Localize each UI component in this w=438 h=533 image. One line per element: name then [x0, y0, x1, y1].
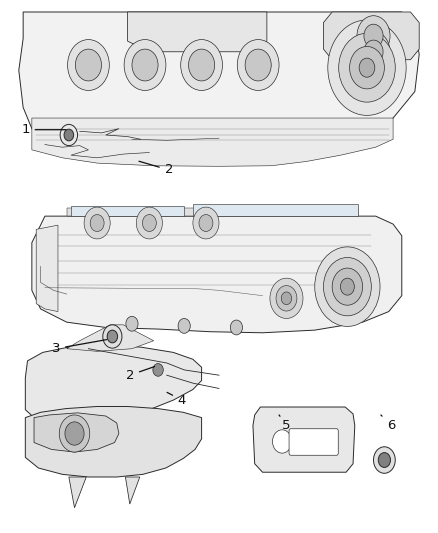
Polygon shape — [323, 12, 419, 60]
Circle shape — [281, 292, 292, 305]
Text: 1: 1 — [21, 123, 66, 136]
Polygon shape — [125, 477, 140, 504]
Circle shape — [340, 278, 354, 295]
Circle shape — [67, 39, 110, 91]
Circle shape — [378, 453, 391, 467]
Circle shape — [65, 422, 84, 445]
Circle shape — [103, 325, 122, 348]
Text: 2: 2 — [126, 367, 155, 382]
Circle shape — [230, 320, 243, 335]
Text: 3: 3 — [52, 340, 106, 355]
Circle shape — [245, 49, 271, 81]
Circle shape — [108, 330, 117, 342]
Polygon shape — [253, 407, 355, 472]
Circle shape — [153, 364, 163, 376]
Polygon shape — [193, 204, 358, 216]
Polygon shape — [69, 477, 86, 508]
Circle shape — [90, 215, 104, 231]
Circle shape — [270, 278, 303, 318]
Circle shape — [107, 330, 117, 343]
Circle shape — [339, 33, 395, 102]
Circle shape — [104, 326, 121, 347]
Circle shape — [132, 49, 158, 81]
Circle shape — [178, 318, 190, 333]
Circle shape — [276, 286, 297, 311]
Circle shape — [64, 129, 74, 141]
Circle shape — [350, 46, 385, 89]
Polygon shape — [36, 225, 58, 312]
Circle shape — [374, 447, 395, 473]
Circle shape — [328, 20, 406, 115]
Circle shape — [357, 15, 390, 56]
Polygon shape — [71, 206, 184, 216]
Polygon shape — [32, 216, 402, 333]
Polygon shape — [25, 345, 201, 425]
Circle shape — [199, 215, 213, 231]
Circle shape — [272, 430, 292, 453]
Polygon shape — [67, 325, 154, 351]
Circle shape — [323, 257, 371, 316]
Polygon shape — [19, 12, 419, 160]
Circle shape — [124, 39, 166, 91]
Polygon shape — [67, 208, 358, 216]
FancyBboxPatch shape — [289, 429, 338, 455]
Circle shape — [357, 31, 390, 72]
Circle shape — [136, 207, 162, 239]
Polygon shape — [25, 407, 201, 477]
Circle shape — [126, 317, 138, 331]
Circle shape — [237, 39, 279, 91]
Circle shape — [364, 24, 383, 47]
Circle shape — [181, 39, 223, 91]
Circle shape — [359, 58, 375, 77]
Circle shape — [332, 268, 363, 305]
Circle shape — [84, 207, 110, 239]
Circle shape — [364, 40, 383, 63]
Text: 4: 4 — [167, 392, 186, 407]
Polygon shape — [127, 12, 267, 52]
Circle shape — [193, 207, 219, 239]
Circle shape — [142, 215, 156, 231]
Circle shape — [188, 49, 215, 81]
Text: 2: 2 — [139, 161, 173, 176]
Polygon shape — [32, 118, 393, 166]
Circle shape — [59, 415, 90, 452]
Polygon shape — [34, 413, 119, 452]
Circle shape — [60, 124, 78, 146]
Text: 5: 5 — [279, 415, 291, 432]
Circle shape — [315, 247, 380, 326]
Text: 6: 6 — [381, 415, 395, 432]
Circle shape — [75, 49, 102, 81]
